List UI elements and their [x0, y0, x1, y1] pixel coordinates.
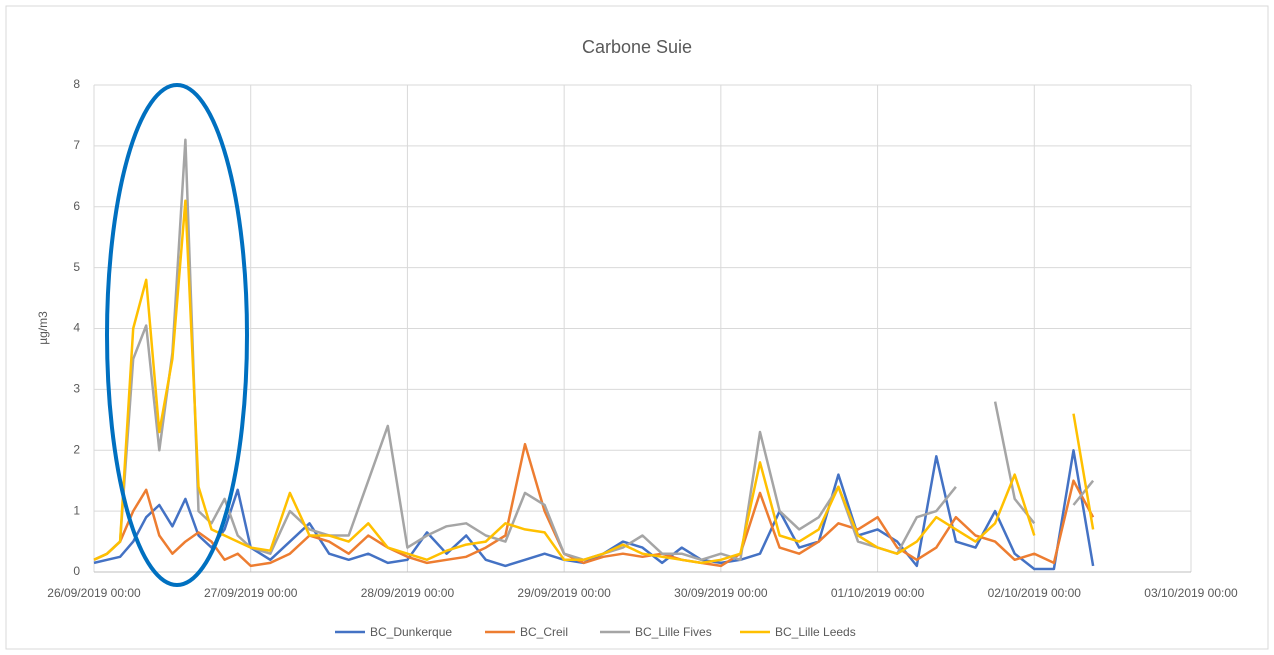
- x-tick-label: 29/09/2019 00:00: [517, 586, 611, 600]
- x-tick-label: 01/10/2019 00:00: [831, 586, 925, 600]
- x-tick-label: 27/09/2019 00:00: [204, 586, 298, 600]
- x-tick-label: 26/09/2019 00:00: [47, 586, 141, 600]
- y-axis-label: µg/m3: [36, 311, 50, 345]
- y-tick-label: 6: [73, 199, 80, 213]
- x-tick-label: 03/10/2019 00:00: [1144, 586, 1238, 600]
- y-tick-label: 0: [73, 564, 80, 578]
- y-tick-label: 5: [73, 260, 80, 274]
- plot-area: 0 1 2 3 4 5 6 7 8 26/09/2019 00:00 27/09/2019 00:0…: [47, 77, 1238, 600]
- highlight-ellipse: [105, 83, 249, 587]
- series-line: [93, 199, 1095, 565]
- legend-label: BC_Lille Fives: [635, 625, 712, 639]
- x-tick-label: 02/10/2019 00:00: [988, 586, 1082, 600]
- y-tick-label: 2: [73, 442, 80, 456]
- legend-label: BC_Creil: [520, 625, 568, 639]
- y-tick-label: 4: [73, 321, 80, 335]
- y-tick-label: 7: [73, 138, 80, 152]
- y-tick-label: 1: [73, 503, 80, 517]
- x-tick-label: 28/09/2019 00:00: [361, 586, 455, 600]
- legend-label: BC_Lille Leeds: [775, 625, 856, 639]
- y-tick-label: 8: [73, 77, 80, 91]
- legend-label: BC_Dunkerque: [370, 625, 452, 639]
- x-tick-label: 30/09/2019 00:00: [674, 586, 768, 600]
- chart-title: Carbone Suie: [582, 37, 692, 57]
- y-tick-label: 3: [73, 382, 80, 396]
- chart-frame: [5, 5, 1269, 650]
